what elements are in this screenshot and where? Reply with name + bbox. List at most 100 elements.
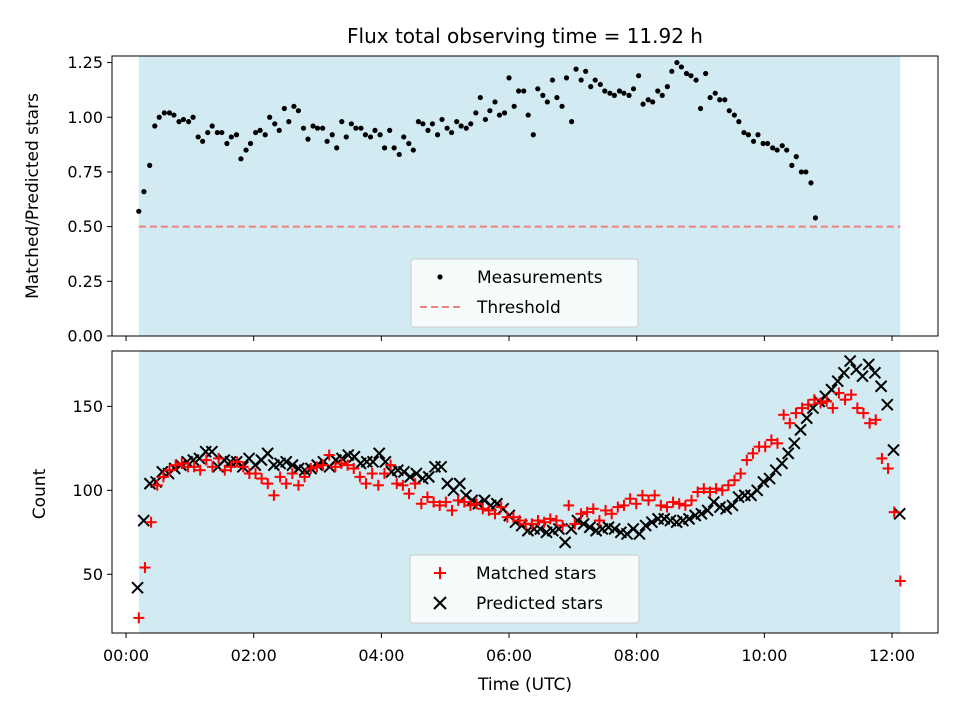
matched-star-point: [661, 501, 673, 513]
measurement-point: [185, 119, 192, 125]
measurement-point: [434, 132, 441, 138]
legend-measurements-label: Measurements: [477, 268, 603, 288]
measurement-point: [511, 103, 517, 109]
measurement-point: [592, 77, 598, 83]
matched-star-point: [157, 471, 169, 483]
measurement-point: [750, 138, 757, 144]
measurement-point: [755, 132, 761, 138]
top-y-tick-label: 0.50: [67, 217, 103, 236]
matched-star-point: [673, 498, 685, 510]
top-y-tick-label: 0.00: [67, 327, 103, 346]
predicted-star-point: [843, 354, 857, 368]
matched-star-point: [219, 464, 231, 476]
matched-star-point: [624, 493, 636, 505]
bottom-legend: Matched stars Predicted stars: [409, 554, 640, 624]
matched-star-point: [747, 447, 759, 459]
measurement-point: [626, 92, 632, 98]
legend-threshold-label: Threshold: [476, 298, 561, 318]
measurement-point: [334, 145, 340, 151]
measurement-point: [195, 134, 201, 140]
bottom-legend-box: [409, 554, 640, 624]
matched-star-point: [471, 498, 483, 510]
matched-star-point: [403, 488, 415, 500]
measurement-point: [726, 108, 732, 114]
matched-star-point: [630, 498, 642, 510]
measurement-point: [166, 110, 173, 116]
measurement-point: [372, 127, 378, 133]
matched-star-point: [428, 496, 440, 508]
measurement-point: [358, 125, 364, 131]
predicted-star-point: [633, 527, 646, 541]
predicted-star-point: [286, 458, 299, 472]
measurement-point: [381, 145, 388, 151]
measurement-point: [573, 66, 579, 72]
matched-star-point: [821, 395, 833, 407]
measurement-point: [219, 129, 225, 136]
top-y-axis: 0.00 0.25 0.50 0.75 1.00 1.25: [67, 53, 112, 346]
measurement-point: [377, 132, 383, 138]
measurement-point: [760, 140, 766, 147]
matched-star-point: [397, 479, 409, 491]
predicted-star-point: [893, 507, 906, 521]
top-y-axis-label: Matched/Predicted stars: [23, 93, 43, 299]
matched-star-point: [249, 468, 261, 480]
predicted-star-point: [794, 423, 807, 437]
legend-matched-marker: [434, 567, 446, 579]
x-tick-label: 02:00: [231, 646, 277, 665]
matched-star-point: [133, 612, 145, 624]
measurement-point: [808, 180, 814, 186]
measurement-point: [703, 70, 709, 77]
measurement-point: [688, 73, 694, 79]
predicted-star-point: [422, 470, 435, 484]
matched-star-point: [606, 508, 618, 520]
measurement-point: [521, 88, 527, 94]
measurement-point: [247, 140, 254, 147]
matched-star-point: [845, 389, 857, 401]
measurement-point: [367, 134, 374, 140]
measurement-point: [482, 116, 489, 123]
measurement-point: [611, 92, 617, 98]
top-plot-frame: [111, 55, 939, 337]
matched-star-point: [686, 494, 698, 506]
matched-star-point: [894, 575, 906, 587]
predicted-star-point: [881, 398, 894, 411]
measurement-point: [770, 145, 776, 151]
measurement-point: [616, 88, 623, 94]
measurement-point: [353, 125, 359, 131]
measurement-point: [141, 189, 147, 195]
matched-star-point: [268, 489, 280, 501]
x-tick-label: 12:00: [869, 646, 915, 665]
measurement-point: [578, 77, 584, 83]
matched-star-point: [790, 407, 802, 419]
measurement-point: [429, 121, 436, 127]
measurement-point: [554, 94, 560, 101]
matched-star-point: [329, 461, 341, 473]
predicted-star-point: [372, 447, 386, 460]
measurement-point: [496, 112, 503, 118]
predicted-star-point: [695, 507, 708, 521]
matched-star-point: [335, 457, 347, 469]
matched-star-point: [600, 504, 612, 516]
bottom-panel: 50 100 150 00:00 02:00 04:00 06:00 08:00 10:00 1…: [30, 350, 939, 695]
matched-star-point: [778, 409, 790, 421]
matched-star-point: [649, 489, 661, 501]
matched-star-point: [544, 513, 556, 525]
matched-star-point: [256, 473, 268, 485]
measurement-point: [161, 110, 167, 116]
bottom-y-tick-label: 100: [72, 481, 103, 500]
measurement-point: [774, 147, 780, 153]
matched-star-point: [679, 499, 691, 511]
measurement-point: [253, 129, 259, 136]
matched-star-point: [704, 486, 716, 498]
measurement-point: [454, 119, 460, 125]
predicted-star-point: [366, 455, 380, 468]
matched-star-point: [587, 503, 599, 515]
x-tick-label: 08:00: [614, 646, 660, 665]
matched-star-point: [299, 471, 311, 483]
matched-star-point: [440, 496, 452, 508]
legend-matched-label: Matched stars: [476, 564, 596, 584]
predicted-star-point: [887, 443, 900, 457]
bottom-y-tick-label: 50: [83, 565, 103, 584]
measurement-point: [583, 68, 589, 74]
matched-star-point: [612, 501, 624, 513]
